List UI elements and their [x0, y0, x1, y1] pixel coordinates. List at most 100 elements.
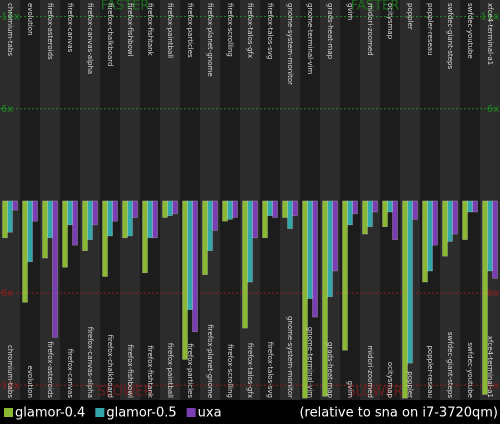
bar: [222, 200, 228, 222]
column-band: [20, 0, 40, 400]
category-label: firefox-fishtank: [146, 3, 154, 57]
category-label: swfdec-giant-steps: [446, 332, 454, 398]
category-label: poppler-reseau: [426, 345, 434, 398]
category-label: firefox-talos-gfx: [246, 3, 254, 58]
category-label: midori-zoomed: [366, 3, 374, 56]
bar: [112, 200, 118, 222]
bar: [347, 200, 353, 226]
bar: [42, 200, 48, 259]
bar: [22, 200, 28, 303]
category-label: firefox-canvas: [66, 349, 74, 399]
column-band: [380, 0, 400, 400]
category-label: firefox-talos-gfx: [246, 343, 254, 398]
category-label: grads-heat-map: [326, 3, 334, 60]
y-tick-label: 11x: [1, 380, 20, 391]
y-tick-label: 11x: [1, 12, 20, 23]
column-band: [440, 0, 460, 400]
category-label: firefox-particles: [186, 343, 194, 398]
category-label: firefox-paintball: [166, 3, 174, 58]
bars: [2, 200, 498, 399]
category-label: firefox-paintball: [166, 343, 174, 398]
legend-swatch: [186, 408, 196, 417]
category-label: midori-zoomed: [366, 345, 374, 398]
bar: [7, 200, 13, 233]
bar: [322, 200, 328, 397]
category-label: gnome-system-monitor: [286, 316, 294, 398]
bar: [72, 200, 78, 246]
slower-label: SLOWER: [347, 385, 402, 400]
bar: [482, 200, 488, 395]
bar: [12, 200, 18, 211]
bar: [172, 200, 178, 215]
category-label: firefox-chalkboard: [106, 3, 114, 66]
category-label: firefox-chalkboard: [106, 335, 114, 398]
bar: [162, 200, 168, 218]
bar: [87, 200, 93, 240]
category-label: swfdec-youtube: [466, 342, 474, 398]
bar: [387, 200, 393, 213]
category-label: firefox-particles: [186, 3, 194, 58]
bar: [67, 200, 73, 226]
bar: [362, 200, 368, 235]
bar: [252, 200, 258, 239]
bar: [407, 200, 413, 364]
bar: [452, 200, 458, 235]
column-band: [100, 0, 120, 400]
column-band: [420, 0, 440, 400]
legend-label: glamor-0.5: [106, 406, 176, 421]
bar: [487, 200, 493, 272]
category-label: ocitysmap: [386, 3, 394, 40]
bar: [167, 200, 173, 216]
bar: [292, 200, 298, 216]
column-band: [40, 0, 60, 400]
column-band: [120, 0, 140, 400]
category-label: grads-heat-map: [326, 342, 334, 399]
bar: [187, 200, 193, 310]
bar: [92, 200, 98, 226]
bar: [492, 200, 498, 279]
bar: [427, 200, 433, 272]
category-label: firefox-canvas: [66, 3, 74, 53]
bar: [52, 200, 58, 338]
bar: [432, 200, 438, 246]
category-label: firefox-talos-svg: [266, 342, 274, 398]
bar: [227, 200, 233, 220]
column-band: [0, 0, 20, 400]
category-label: poppler-reseau: [426, 3, 434, 56]
category-label: firefox-fishbowl: [126, 344, 134, 398]
bar: [2, 200, 8, 239]
bar: [442, 200, 448, 257]
y-tick-label: 11x: [480, 380, 499, 391]
slower-label: SLOWER: [97, 385, 152, 400]
category-label: firefox-canvas-alpha: [86, 327, 94, 398]
category-label: firefox-scrolling: [226, 344, 234, 398]
category-label: firefox-canvas-alpha: [86, 3, 94, 74]
category-label: firefox-asteroids: [46, 341, 54, 398]
bar: [342, 200, 348, 351]
bar: [127, 200, 133, 237]
bar: [287, 200, 293, 229]
bar: [267, 200, 273, 216]
bar: [372, 200, 378, 213]
bar: [307, 200, 313, 299]
category-label: swfdec-giant-steps: [446, 3, 454, 69]
category-labels: chromium-tabs chromium-tabs evolution evolu…: [6, 3, 494, 399]
column-band: [160, 0, 180, 400]
bar: [367, 200, 373, 228]
bar: [82, 200, 88, 251]
category-label: poppler: [406, 3, 414, 30]
bar: [327, 200, 333, 298]
bar: [382, 200, 388, 228]
category-label: chromium-tabs: [6, 3, 14, 56]
category-label: firefox-planet-gnome: [206, 3, 214, 77]
category-label: firefox-asteroids: [46, 3, 54, 60]
bar: [47, 200, 53, 239]
bar: [247, 200, 253, 283]
bar: [142, 200, 148, 274]
category-label: poppler: [406, 371, 414, 398]
bar: [207, 200, 213, 251]
bar: [412, 200, 418, 220]
category-label: firefox-fishtank: [146, 345, 154, 399]
category-label: xfce4-terminal-a1: [486, 3, 494, 65]
